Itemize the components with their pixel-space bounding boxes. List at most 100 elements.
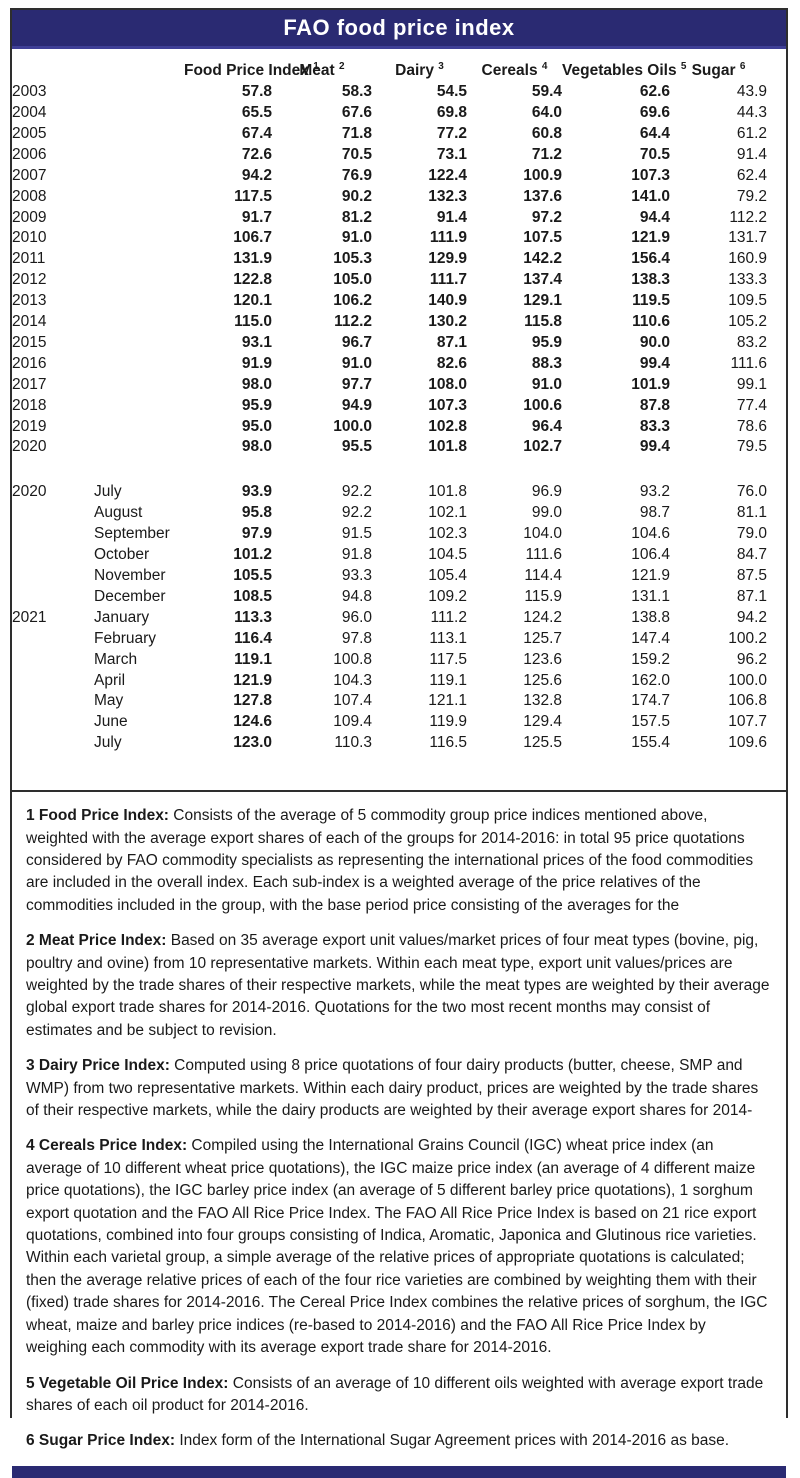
value-cell: 107.3 [428,396,467,414]
spacer-cell [767,187,788,208]
value-cell: 104.6 [631,525,670,543]
value-cell: 69.8 [436,103,467,121]
footnote-text: Compiled using the International Grains … [26,1137,768,1357]
value-cell: 95.9 [531,333,562,351]
year-cell: 2015 [12,333,47,351]
footnote: 4 Cereals Price Index: Compiled using th… [26,1135,770,1359]
month-cell [94,375,184,396]
value-cell: 102.8 [428,417,467,435]
month-cell: February [94,629,157,647]
value-cell: 95.9 [241,396,272,414]
year-cell [12,712,94,733]
value-cell: 133.3 [728,271,767,289]
value-cell: 65.5 [241,103,272,121]
value-cell: 101.8 [428,483,467,501]
value-cell: 121.9 [631,567,670,584]
month-cell [94,333,184,354]
table-row: 2012 122.8 105.0 111.7 137.4 138.3 133.3 [12,270,788,291]
value-cell: 106.8 [728,692,767,710]
value-cell: 124.2 [523,608,562,626]
value-cell: 113.3 [234,608,272,626]
value-cell: 70.5 [341,145,372,163]
value-cell: 124.6 [233,713,272,731]
year-cell: 2012 [12,271,47,289]
table-row: November 105.5 93.3 105.4 114.4 121.9 87.5 [12,566,788,587]
value-cell: 94.4 [639,208,670,226]
year-cell: 2020 [12,438,47,456]
month-cell: October [94,546,150,564]
value-cell: 104.0 [523,525,562,543]
value-cell: 95.0 [241,417,272,435]
year-cell: 2020 [12,483,47,501]
month-cell [94,208,184,229]
spacer-cell [767,145,788,166]
value-cell: 87.8 [639,396,670,414]
table-row: 2018 95.9 94.9 107.3 100.6 87.8 77.4 [12,396,788,417]
value-cell: 122.8 [233,271,272,289]
value-cell: 107.5 [523,229,562,247]
value-cell: 121.1 [428,692,467,710]
month-cell [94,312,184,333]
section-gap [12,458,788,482]
value-cell: 111.9 [429,229,467,247]
footnote-label: 1 Food Price Index: [26,807,169,825]
value-cell: 69.6 [639,103,670,121]
year-cell: 2014 [12,313,47,331]
value-cell: 62.4 [736,166,767,184]
value-cell: 97.9 [241,525,272,543]
value-cell: 122.4 [428,166,467,184]
value-cell: 95.8 [241,504,272,522]
value-cell: 127.8 [233,692,272,710]
value-cell: 121.9 [631,229,670,247]
value-cell: 70.5 [639,145,670,163]
month-cell: November [94,567,166,584]
year-cell: 2006 [12,145,47,163]
month-cell: July [94,734,122,752]
value-cell: 79.5 [736,438,767,456]
value-cell: 99.0 [531,504,562,522]
value-cell: 174.7 [631,692,670,710]
year-cell: 2011 [12,250,46,268]
value-cell: 108.0 [428,375,467,393]
table-header-row: Food Price Index 1 Meat 2 Dairy 3 Cereal… [12,57,788,82]
value-cell: 97.8 [341,629,372,647]
value-cell: 137.6 [523,187,562,205]
spacer-cell [767,375,788,396]
table-row: 2021 January 113.3 96.0 111.2 124.2 138.8 94.2 [12,608,788,629]
value-cell: 71.8 [341,124,372,142]
table-row: 2016 91.9 91.0 82.6 88.3 99.4 111.6 [12,354,788,375]
value-cell: 64.0 [531,103,562,121]
value-cell: 67.6 [341,103,372,121]
value-cell: 83.2 [736,333,767,351]
value-cell: 119.5 [632,292,670,310]
footnote-ref-5: 5 [680,61,687,72]
year-cell [12,503,94,524]
value-cell: 107.7 [728,713,767,731]
month-cell [94,270,184,291]
table-row: 2007 94.2 76.9 122.4 100.9 107.3 62.4 [12,166,788,187]
table-row: May 127.8 107.4 121.1 132.8 174.7 106.8 [12,691,788,712]
value-cell: 119.1 [234,650,272,668]
spacer-cell [767,124,788,145]
spacer-cell [767,228,788,249]
value-cell: 132.3 [428,187,467,205]
year-cell [12,545,94,566]
spacer-row [12,458,788,482]
month-cell [94,396,184,417]
footnote-label: 5 Vegetable Oil Price Index: [26,1374,229,1392]
value-cell: 130.2 [428,313,467,331]
annual-rows-section: 2003 57.8 58.3 54.5 59.4 62.6 43.9 2004 65.5 67.6… [12,82,788,458]
month-cell: June [94,713,128,731]
value-cell: 104.5 [428,546,467,564]
table-row: March 119.1 100.8 117.5 123.6 159.2 96.2 [12,650,788,671]
value-cell: 102.3 [428,525,467,543]
value-cell: 109.6 [728,734,767,752]
value-cell: 73.1 [436,145,467,163]
year-cell: 2008 [12,187,47,205]
spacer-column [767,57,788,82]
year-cell: 2005 [12,124,47,142]
value-cell: 115.8 [524,313,562,331]
table-row: 2009 91.7 81.2 91.4 97.2 94.4 112.2 [12,208,788,229]
value-cell: 100.2 [728,629,767,647]
value-cell: 109.5 [728,292,767,310]
